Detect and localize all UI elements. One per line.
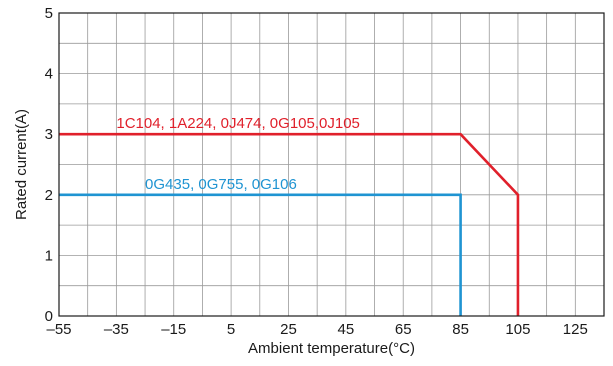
x-tick-label: 25 <box>280 321 297 338</box>
x-tick-label: 125 <box>563 321 588 338</box>
y-tick-label: 1 <box>45 247 53 264</box>
x-tick-label: 45 <box>337 321 354 338</box>
series-lines <box>59 132 520 316</box>
x-axis-title: Ambient temperature(°C) <box>248 340 415 357</box>
y-tick-label: 4 <box>45 66 53 83</box>
plot-frame <box>58 12 605 317</box>
x-tick-label: 5 <box>227 321 235 338</box>
series-line-1 <box>59 132 520 316</box>
x-tick-label: 85 <box>452 321 469 338</box>
x-tick-label: –35 <box>104 321 129 338</box>
grid <box>59 13 604 316</box>
y-axis-title: Rated current(A) <box>13 109 30 220</box>
x-tick-label: 65 <box>395 321 412 338</box>
x-tick-label: –55 <box>46 321 71 338</box>
y-tick-label: 3 <box>45 126 53 143</box>
x-tick-label: 105 <box>505 321 530 338</box>
y-tick-label: 0 <box>45 308 53 325</box>
y-tick-label: 5 <box>45 5 53 22</box>
y-tick-label: 2 <box>45 187 53 204</box>
series-label-2: 0G435, 0G755, 0G106 <box>145 176 297 193</box>
x-tick-label: –15 <box>161 321 186 338</box>
series-labels: 1C104, 1A224, 0J474, 0G105,0J105 0G435, 0… <box>116 115 360 193</box>
series-line-2 <box>59 193 462 316</box>
series-label-1: 1C104, 1A224, 0J474, 0G105,0J105 <box>116 115 360 132</box>
